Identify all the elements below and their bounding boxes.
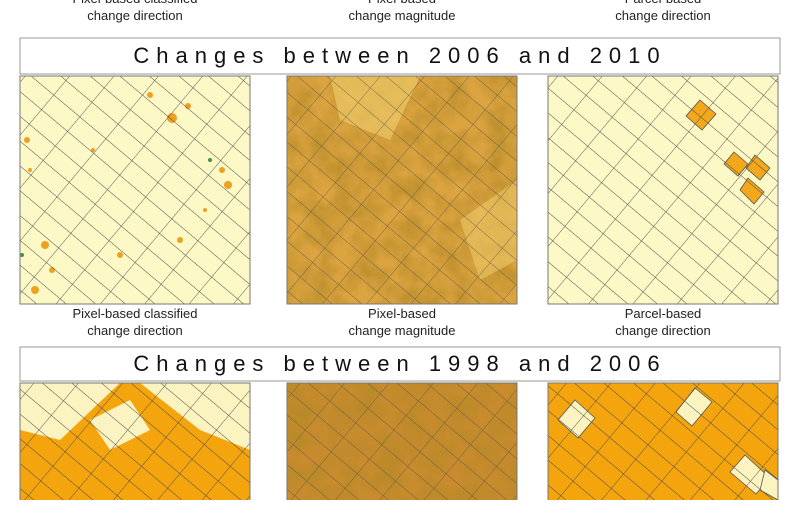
map-panel <box>20 383 250 505</box>
panel-caption: Pixel-based <box>368 306 436 321</box>
banner-box <box>19 37 781 75</box>
banner-title: Changes between 1998 and 2006 <box>133 351 666 376</box>
panel-border <box>286 382 518 505</box>
map-panel <box>287 76 517 304</box>
panel-border <box>286 75 518 305</box>
panel-caption: change direction <box>87 323 182 338</box>
panel-border <box>547 75 779 305</box>
panel-caption: Pixel-based <box>368 0 436 6</box>
panel-caption: change direction <box>87 8 182 23</box>
banner-box <box>19 346 781 382</box>
map-panel <box>548 76 778 304</box>
panel-caption: change direction <box>615 323 710 338</box>
panel-caption: change magnitude <box>349 323 456 338</box>
panel-caption: change magnitude <box>349 8 456 23</box>
panel-border <box>19 382 251 505</box>
panel-caption: Pixel-based classified <box>72 0 197 6</box>
map-panel <box>20 76 250 304</box>
panel-caption: Parcel-based <box>625 0 702 6</box>
map-panel <box>548 383 778 505</box>
banner-title: Changes between 2006 and 2010 <box>133 43 666 68</box>
panel-border <box>19 75 251 305</box>
panel-caption: change direction <box>615 8 710 23</box>
panel-caption: Pixel-based classified <box>72 306 197 321</box>
map-panel <box>287 383 517 505</box>
panel-border <box>547 382 779 505</box>
panel-caption: Parcel-based <box>625 306 702 321</box>
